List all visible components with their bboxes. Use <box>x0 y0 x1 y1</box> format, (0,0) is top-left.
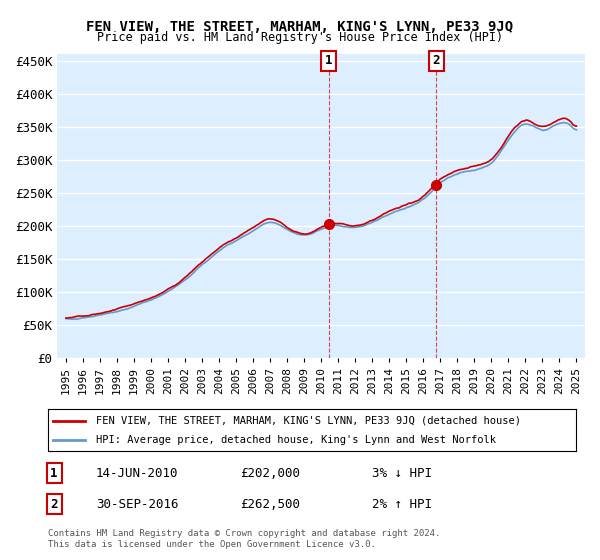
Text: 1: 1 <box>50 466 58 480</box>
Text: FEN VIEW, THE STREET, MARHAM, KING'S LYNN, PE33 9JQ: FEN VIEW, THE STREET, MARHAM, KING'S LYN… <box>86 20 514 34</box>
Text: £262,500: £262,500 <box>240 497 300 511</box>
Text: 3% ↓ HPI: 3% ↓ HPI <box>372 466 432 480</box>
Text: HPI: Average price, detached house, King's Lynn and West Norfolk: HPI: Average price, detached house, King… <box>95 435 496 445</box>
Text: 2% ↑ HPI: 2% ↑ HPI <box>372 497 432 511</box>
Text: 1: 1 <box>325 54 332 67</box>
Text: Price paid vs. HM Land Registry's House Price Index (HPI): Price paid vs. HM Land Registry's House … <box>97 31 503 44</box>
Text: 2: 2 <box>433 54 440 67</box>
Text: 2: 2 <box>50 497 58 511</box>
Text: 30-SEP-2016: 30-SEP-2016 <box>96 497 179 511</box>
Text: Contains HM Land Registry data © Crown copyright and database right 2024.
This d: Contains HM Land Registry data © Crown c… <box>48 529 440 549</box>
Text: £202,000: £202,000 <box>240 466 300 480</box>
Text: 14-JUN-2010: 14-JUN-2010 <box>96 466 179 480</box>
Text: FEN VIEW, THE STREET, MARHAM, KING'S LYNN, PE33 9JQ (detached house): FEN VIEW, THE STREET, MARHAM, KING'S LYN… <box>95 416 521 426</box>
